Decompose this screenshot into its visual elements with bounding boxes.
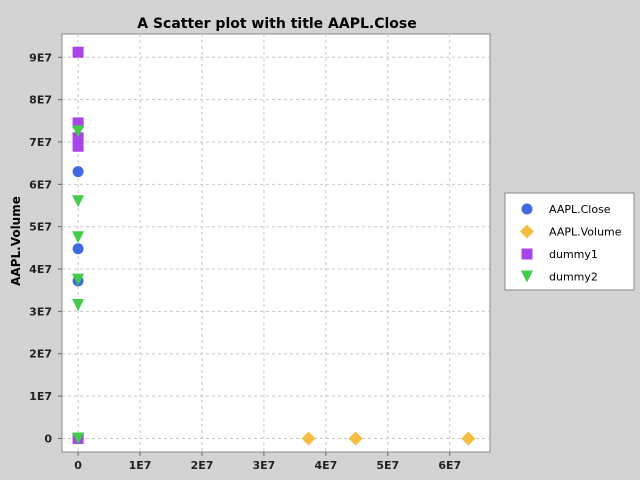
y-tick-label: 3E7 xyxy=(29,305,52,318)
data-point xyxy=(72,46,84,58)
data-point xyxy=(72,166,84,178)
data-point xyxy=(72,140,84,152)
y-tick-label: 0 xyxy=(44,432,52,445)
legend-marker xyxy=(520,224,534,239)
data-point xyxy=(72,299,85,312)
y-axis-label: AAPL.Volume xyxy=(9,196,23,286)
series-dummy2 xyxy=(72,125,85,445)
y-tick-label: 7E7 xyxy=(29,136,52,149)
data-point xyxy=(301,431,316,446)
legend: AAPL.Close AAPL.Volume dummy1 dummy2 xyxy=(504,192,635,291)
y-tick-label: 9E7 xyxy=(29,51,52,64)
plot-area xyxy=(61,33,491,453)
data-points xyxy=(72,46,476,446)
axis-ticks: 0 1E7 2E7 3E7 4E7 5E7 6E7 0 1E7 2E7 3E7 4E7 5E7 6E7 7E… xyxy=(29,51,461,472)
legend-label: AAPL.Volume xyxy=(549,226,622,239)
legend-marker xyxy=(521,270,533,283)
data-point xyxy=(72,132,84,144)
series-aapl-volume xyxy=(301,431,476,446)
grid-lines xyxy=(62,34,490,452)
y-tick-label: 8E7 xyxy=(29,94,52,107)
legend-item: dummy1 xyxy=(521,248,598,261)
legend-marker xyxy=(521,203,533,215)
y-tick-label: 2E7 xyxy=(29,348,52,361)
x-tick-label: 2E7 xyxy=(191,459,214,472)
legend-marker xyxy=(521,248,533,260)
legend-label: dummy2 xyxy=(549,271,598,284)
data-point xyxy=(348,431,363,446)
x-tick-label: 0 xyxy=(74,459,82,472)
legend-item: AAPL.Volume xyxy=(520,224,622,239)
y-tick-label: 1E7 xyxy=(29,390,52,403)
legend-item: AAPL.Close xyxy=(521,203,611,216)
data-point xyxy=(72,231,85,244)
chart-title: A Scatter plot with title AAPL.Close xyxy=(137,16,417,32)
data-point xyxy=(72,195,85,208)
y-tick-label: 6E7 xyxy=(29,178,52,191)
data-point xyxy=(72,117,84,129)
y-tick-label: 4E7 xyxy=(29,263,52,276)
legend-label: AAPL.Close xyxy=(549,203,611,216)
x-tick-label: 4E7 xyxy=(314,459,337,472)
data-point xyxy=(72,125,85,138)
data-point xyxy=(72,432,85,445)
data-point xyxy=(461,431,476,446)
y-tick-label: 5E7 xyxy=(29,221,52,234)
x-tick-label: 6E7 xyxy=(438,459,461,472)
data-point xyxy=(72,243,84,255)
x-tick-label: 1E7 xyxy=(129,459,152,472)
data-point xyxy=(72,273,85,286)
legend-item: dummy2 xyxy=(521,270,598,284)
x-tick-label: 5E7 xyxy=(376,459,399,472)
x-tick-label: 3E7 xyxy=(253,459,276,472)
legend-label: dummy1 xyxy=(549,248,598,261)
